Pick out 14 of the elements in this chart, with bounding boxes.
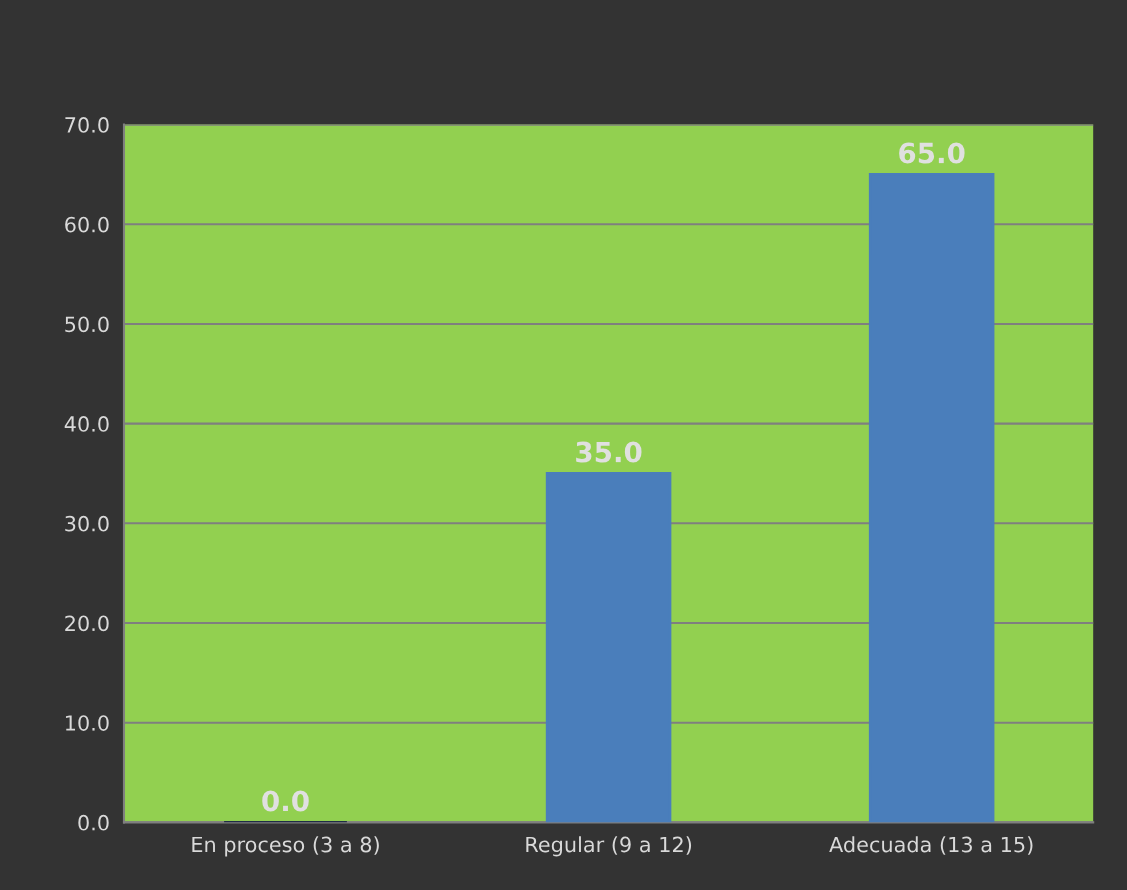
y-tick-label: 30.0 — [65, 515, 109, 532]
data-label: 0.0 — [262, 790, 309, 812]
x-tick-label: Regular (9 a 12) — [526, 836, 692, 857]
data-label: 65.0 — [899, 142, 965, 164]
x-tick-label: Adecuada (13 a 15) — [829, 836, 1033, 855]
y-tick-label: 0.0 — [78, 814, 109, 831]
y-tick-label: 50.0 — [65, 316, 109, 333]
y-tick-label: 20.0 — [65, 615, 109, 632]
y-tick-label: 40.0 — [64, 416, 109, 432]
data-label: 35.0 — [576, 441, 642, 463]
x-tick-label: En proceso (3 a 8) — [192, 836, 379, 857]
y-tick-label: 60.0 — [65, 216, 109, 233]
y-tick-label: 10.0 — [65, 715, 109, 731]
y-tick-label: 70.0 — [65, 117, 109, 133]
